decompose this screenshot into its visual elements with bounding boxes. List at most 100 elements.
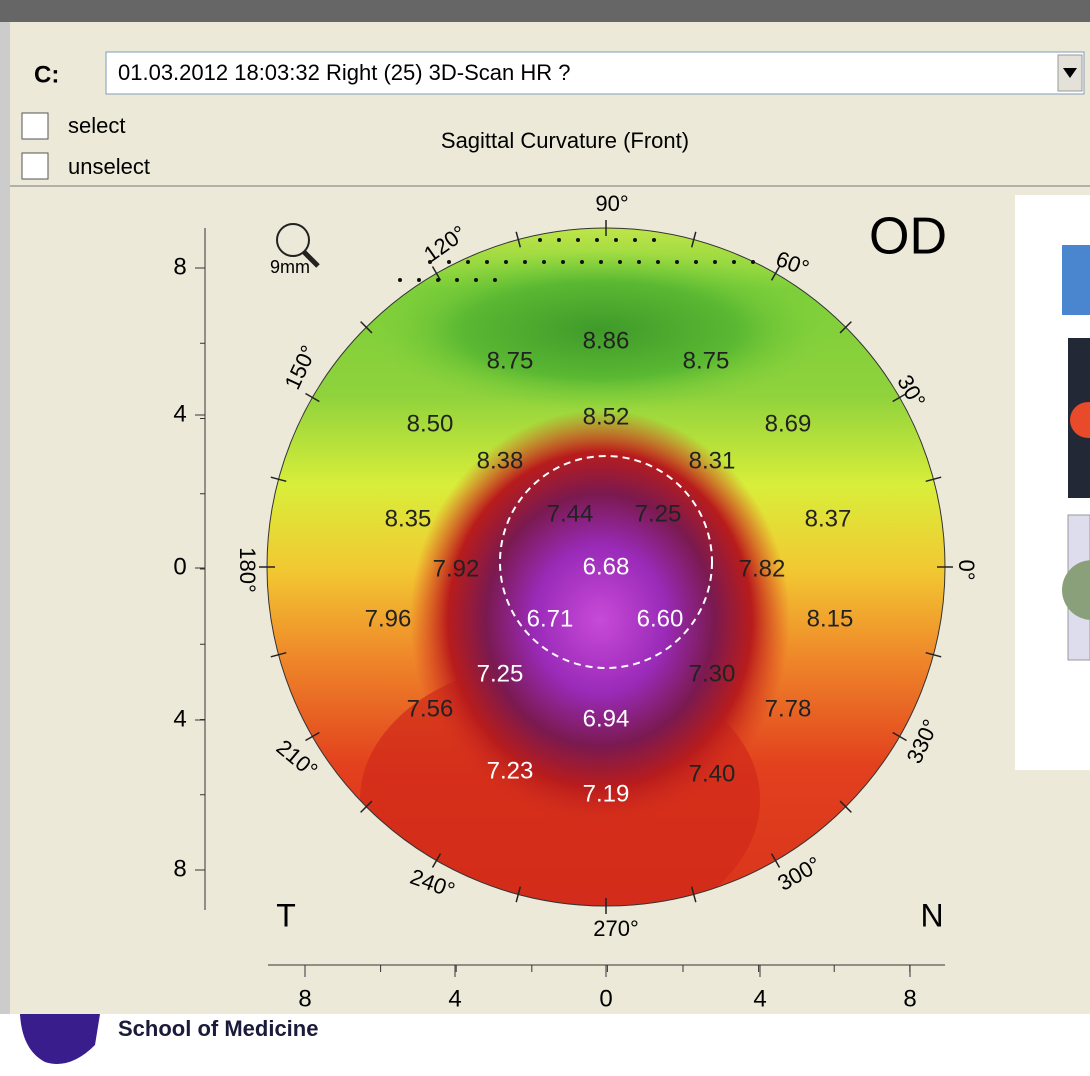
curvature-value: 8.75 bbox=[487, 347, 534, 374]
angle-tick bbox=[515, 886, 522, 903]
dot bbox=[436, 278, 440, 282]
dot bbox=[751, 260, 755, 264]
zoom-label: 9mm bbox=[270, 257, 310, 277]
missing-data-dots bbox=[398, 238, 755, 282]
angle-tick bbox=[270, 476, 287, 483]
side-label: T bbox=[276, 897, 296, 933]
dot bbox=[466, 260, 470, 264]
angle-tick bbox=[515, 231, 522, 248]
x-axis-label: 0 bbox=[599, 985, 612, 1012]
dropdown-arrow bbox=[1063, 68, 1077, 78]
curvature-value: 7.25 bbox=[635, 500, 682, 527]
y-axis-label: 8 bbox=[173, 253, 186, 280]
thumbnail[interactable] bbox=[1062, 245, 1090, 315]
curvature-value: 7.23 bbox=[487, 757, 534, 784]
curvature-value: 8.52 bbox=[583, 403, 630, 430]
angle-ticks bbox=[259, 220, 953, 914]
angle-tick bbox=[839, 800, 852, 813]
curvature-value: 6.60 bbox=[637, 605, 684, 632]
x-axis-label: 4 bbox=[448, 985, 461, 1012]
curvature-value: 6.94 bbox=[583, 705, 630, 732]
dot bbox=[417, 278, 421, 282]
angle-tick bbox=[925, 476, 942, 483]
angle-label: 0° bbox=[954, 559, 979, 580]
dot bbox=[561, 260, 565, 264]
dot bbox=[652, 238, 656, 242]
dot bbox=[694, 260, 698, 264]
curvature-value: 8.15 bbox=[807, 605, 854, 632]
source-label: C: bbox=[34, 61, 59, 88]
angle-tick bbox=[892, 392, 907, 403]
dot bbox=[633, 238, 637, 242]
angle-tick bbox=[431, 853, 442, 868]
thumbnail-map bbox=[1062, 560, 1090, 620]
curvature-value: 7.19 bbox=[583, 780, 630, 807]
thumbnail-map bbox=[1070, 402, 1090, 438]
dot bbox=[474, 278, 478, 282]
checkbox[interactable] bbox=[21, 152, 49, 180]
curvature-value: 7.56 bbox=[407, 695, 454, 722]
angle-tick bbox=[770, 853, 781, 868]
window-border bbox=[0, 22, 10, 1014]
curvature-value: 6.71 bbox=[527, 605, 574, 632]
title-bar bbox=[0, 0, 1090, 22]
curvature-value: 7.82 bbox=[739, 555, 786, 582]
dot bbox=[576, 238, 580, 242]
curvature-value: 7.25 bbox=[477, 660, 524, 687]
angle-label: 180° bbox=[235, 547, 260, 593]
dot bbox=[538, 238, 542, 242]
dot bbox=[557, 238, 561, 242]
dot bbox=[599, 260, 603, 264]
angle-tick bbox=[690, 886, 697, 903]
angle-tick bbox=[770, 266, 781, 281]
dot bbox=[485, 260, 489, 264]
angle-label: 90° bbox=[595, 191, 628, 216]
y-axis-label: 4 bbox=[173, 705, 186, 732]
curvature-value: 8.86 bbox=[583, 327, 630, 354]
eye-label: OD bbox=[869, 208, 947, 266]
exam-selection: 01.03.2012 18:03:32 Right (25) 3D-Scan H… bbox=[118, 60, 571, 85]
curvature-value: 6.68 bbox=[583, 553, 630, 580]
exam-dropdown[interactable] bbox=[105, 51, 1085, 95]
y-axis-label: 4 bbox=[173, 400, 186, 427]
dot bbox=[732, 260, 736, 264]
dot bbox=[614, 238, 618, 242]
angle-tick bbox=[360, 800, 373, 813]
checkbox-label: select bbox=[68, 113, 125, 138]
curvature-value: 7.78 bbox=[765, 695, 812, 722]
angle-tick bbox=[431, 266, 442, 281]
dot bbox=[398, 278, 402, 282]
curvature-value: 7.96 bbox=[365, 605, 412, 632]
curvature-value: 7.92 bbox=[433, 555, 480, 582]
dot bbox=[542, 260, 546, 264]
curvature-value: 8.31 bbox=[689, 447, 736, 474]
dot bbox=[637, 260, 641, 264]
curvature-value: 8.35 bbox=[385, 505, 432, 532]
angle-tick bbox=[839, 321, 852, 334]
zoom-icon[interactable] bbox=[276, 223, 310, 257]
dot bbox=[455, 278, 459, 282]
checkbox[interactable] bbox=[21, 112, 49, 140]
curvature-value: 8.38 bbox=[477, 447, 524, 474]
curvature-value: 8.37 bbox=[805, 505, 852, 532]
dot bbox=[618, 260, 622, 264]
curvature-value: 8.50 bbox=[407, 410, 454, 437]
dot bbox=[523, 260, 527, 264]
angle-tick bbox=[925, 651, 942, 658]
zoom-icon-handle bbox=[302, 250, 320, 268]
checkbox-label: unselect bbox=[68, 154, 150, 179]
dot bbox=[656, 260, 660, 264]
dot bbox=[675, 260, 679, 264]
dot bbox=[595, 238, 599, 242]
dot bbox=[713, 260, 717, 264]
dot bbox=[493, 278, 497, 282]
map-title: Sagittal Curvature (Front) bbox=[441, 128, 689, 153]
x-axis-label: 8 bbox=[903, 985, 916, 1012]
dot bbox=[447, 260, 451, 264]
angle-label: 270° bbox=[593, 916, 639, 941]
topography-map bbox=[267, 228, 945, 906]
dot bbox=[428, 260, 432, 264]
logo bbox=[20, 1014, 100, 1064]
